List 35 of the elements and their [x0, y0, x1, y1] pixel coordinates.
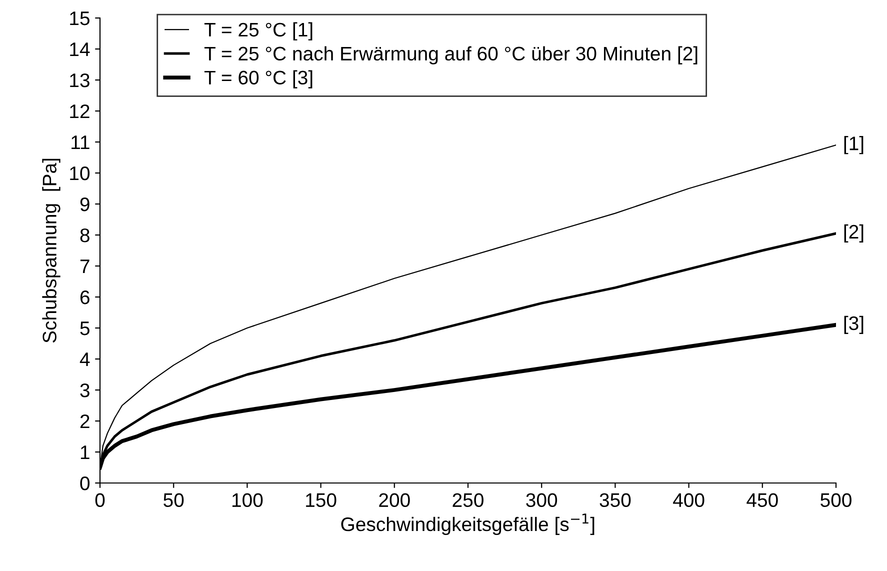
- legend-label: T = 25 °C nach Erwärmung auf 60 °C über 30 Minuten [2]: [204, 46, 698, 64]
- y-tick-label: 11: [72, 136, 90, 150]
- y-tick-label: 8: [80, 228, 90, 242]
- x-tick-label: 400: [673, 493, 704, 508]
- text: [3]: [844, 316, 864, 334]
- y-tick-label: 3: [80, 383, 90, 398]
- y-tick-label: 7: [80, 260, 90, 274]
- y-tick-label: 15: [70, 12, 90, 26]
- y-tick-label: 1: [80, 446, 90, 460]
- text: [2]: [844, 224, 864, 243]
- x-tick-label: 0: [95, 493, 105, 508]
- y-tick-label: 6: [80, 290, 90, 304]
- y-axis-title: Schubspannung [Pa]: [42, 158, 60, 343]
- y-tick-label: 0: [80, 476, 90, 490]
- x-tick-label: 150: [306, 493, 336, 508]
- y-tick-label: 10: [70, 166, 90, 180]
- legend-label: T = 60 °C [3]: [204, 70, 312, 88]
- x-tick-label: 350: [600, 493, 631, 508]
- x-axis-title: Geschwindigkeitsgefälle [s$^{−1}$]: [341, 514, 594, 536]
- x-tick-label: 200: [379, 493, 410, 508]
- y-tick-label: 5: [80, 322, 90, 336]
- x-tick-label: 50: [164, 493, 184, 508]
- y-tick-label: 9: [80, 197, 90, 212]
- text: [1]: [844, 136, 864, 154]
- x-tick-label: 500: [820, 493, 852, 508]
- y-tick-label: 14: [70, 42, 90, 56]
- y-tick-label: 2: [80, 414, 90, 428]
- y-tick-label: 12: [70, 104, 90, 118]
- y-tick-label: 13: [70, 73, 90, 88]
- x-tick-label: 450: [746, 493, 778, 508]
- y-tick-label: 4: [80, 352, 90, 366]
- x-tick-label: 300: [526, 493, 558, 508]
- x-tick-label: 100: [232, 493, 263, 508]
- legend-label: T = 25 °C [1]: [204, 22, 312, 40]
- x-tick-label: 250: [452, 493, 484, 508]
